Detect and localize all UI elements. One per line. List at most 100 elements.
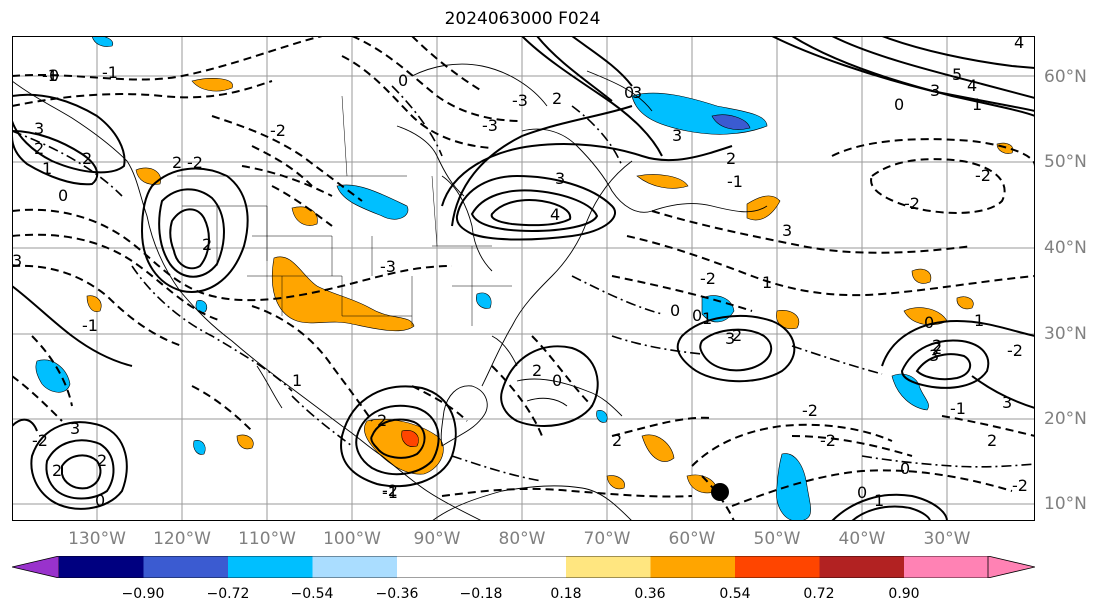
colorbar-segment	[819, 556, 904, 578]
contour-label: 2	[172, 153, 182, 172]
contour-label: 2	[732, 326, 742, 345]
negative-contours	[12, 36, 1035, 521]
lon-label: 100°W	[323, 529, 381, 549]
contour-label: 0	[924, 313, 934, 332]
contour-label: 3	[34, 119, 44, 138]
colorbar	[12, 556, 1035, 578]
contour-label: 2	[612, 431, 622, 450]
contour-label: 1	[972, 95, 982, 114]
map-frame	[12, 36, 1035, 521]
contour-label: 2	[34, 139, 44, 158]
lon-label: 60°W	[668, 529, 716, 549]
zero-contours	[12, 85, 1035, 482]
colorbar-segment	[12, 556, 60, 578]
state-borders	[177, 95, 512, 326]
colorbar-segment	[228, 556, 313, 578]
contour-label: -2	[1007, 341, 1023, 360]
contour-label: 0	[894, 95, 904, 114]
contour-label: -1	[42, 66, 58, 85]
colorbar-tick: −0.18	[459, 586, 503, 602]
contour-label: 1	[292, 371, 302, 390]
colorbar-tick: −0.90	[121, 586, 165, 602]
lon-label: 70°W	[583, 529, 631, 549]
contour-label: -2	[904, 194, 920, 213]
contour-label: -2	[820, 431, 836, 450]
contour-label: -2	[802, 401, 818, 420]
colorbar-segment	[566, 556, 651, 578]
contour-label: 2	[377, 411, 387, 430]
contour-label: 1	[762, 273, 772, 292]
contour-label: 0	[49, 66, 59, 85]
contour-label: 1	[974, 311, 984, 330]
contour-label: 5	[952, 65, 962, 84]
contour-label: 2	[202, 235, 212, 254]
colorbar-segment	[987, 556, 1035, 578]
contour-label: 3	[725, 329, 735, 348]
lat-label: 60°N	[1044, 67, 1087, 87]
colorbar-segment	[904, 556, 988, 578]
colorbar-segment	[735, 556, 820, 578]
weather-map: -1 0 -1 3 2 2 1 0 2 -2 2 3 -3 4 3 -3 2 3…	[12, 36, 1035, 521]
contour-label: -3	[380, 257, 396, 276]
contour-label: -1	[382, 483, 398, 502]
contour-label: 0	[58, 186, 68, 205]
map-title: 2024063000 F024	[444, 9, 601, 29]
colorbar-segment	[59, 556, 144, 578]
contour-label: -2	[187, 153, 203, 172]
lat-label: 30°N	[1044, 324, 1087, 344]
contour-label: -2	[270, 121, 286, 140]
contour-label: 3	[632, 83, 642, 102]
coastlines	[12, 63, 768, 521]
colorbar-segment	[312, 556, 397, 578]
contour-label: -1	[950, 399, 966, 418]
lon-label: 130°W	[68, 529, 126, 549]
colorbar-tick: −0.36	[375, 586, 419, 602]
contour-label: 3	[555, 169, 565, 188]
colorbar-tick: 0.54	[719, 586, 751, 602]
colorbar-tick: 0.36	[634, 586, 666, 602]
contour-label: 2	[726, 149, 736, 168]
contour-label: 0	[398, 71, 408, 90]
contour-label: -2	[975, 166, 991, 185]
lat-label: 20°N	[1044, 409, 1087, 429]
contour-label: 1	[874, 491, 884, 510]
contour-label: 0	[670, 301, 680, 320]
contour-label: -2	[382, 481, 398, 500]
contour-label: 3	[672, 126, 682, 145]
lon-label: 110°W	[238, 529, 296, 549]
contour-label: 3	[929, 346, 939, 365]
contour-label: 3	[930, 81, 940, 100]
colorbar-tick: 0.18	[550, 586, 582, 602]
lat-label: 40°N	[1044, 238, 1087, 258]
lon-label: 30°W	[923, 529, 971, 549]
contour-label: -2	[1012, 476, 1028, 495]
contour-label: 2	[532, 361, 542, 380]
colorbar-segment	[481, 556, 566, 578]
contour-label: 2	[987, 431, 997, 450]
contour-label: 0	[692, 306, 702, 325]
contour-label: 0	[552, 371, 562, 390]
contour-label: 2	[932, 339, 942, 358]
contour-labels: -1 0 -1 3 2 2 1 0 2 -2 2 3 -3 4 3 -3 2 3…	[12, 36, 1028, 510]
colorbar-segment	[650, 556, 735, 578]
contour-label: 2	[52, 461, 62, 480]
lat-label: 50°N	[1044, 152, 1087, 172]
contour-label: -2	[700, 269, 716, 288]
contour-label: 1	[702, 309, 712, 328]
contour-label: 2	[97, 451, 107, 470]
colorbar-tick: −0.72	[206, 586, 250, 602]
contour-label: 2	[82, 149, 92, 168]
lon-label: 40°W	[838, 529, 886, 549]
contour-label: 1	[42, 159, 52, 178]
lon-label: 80°W	[498, 529, 546, 549]
contour-label: 3	[70, 419, 80, 438]
colorbar-tick: 0.90	[888, 586, 920, 602]
contour-label: 0	[857, 483, 867, 502]
colorbar-tick: −0.54	[290, 586, 334, 602]
contour-label: -2	[32, 431, 48, 450]
contour-label: 4	[967, 76, 977, 95]
contour-label: 3	[782, 221, 792, 240]
positive-contours	[12, 36, 1035, 521]
contour-label: 2	[932, 336, 942, 355]
contour-label: 2	[552, 89, 562, 108]
